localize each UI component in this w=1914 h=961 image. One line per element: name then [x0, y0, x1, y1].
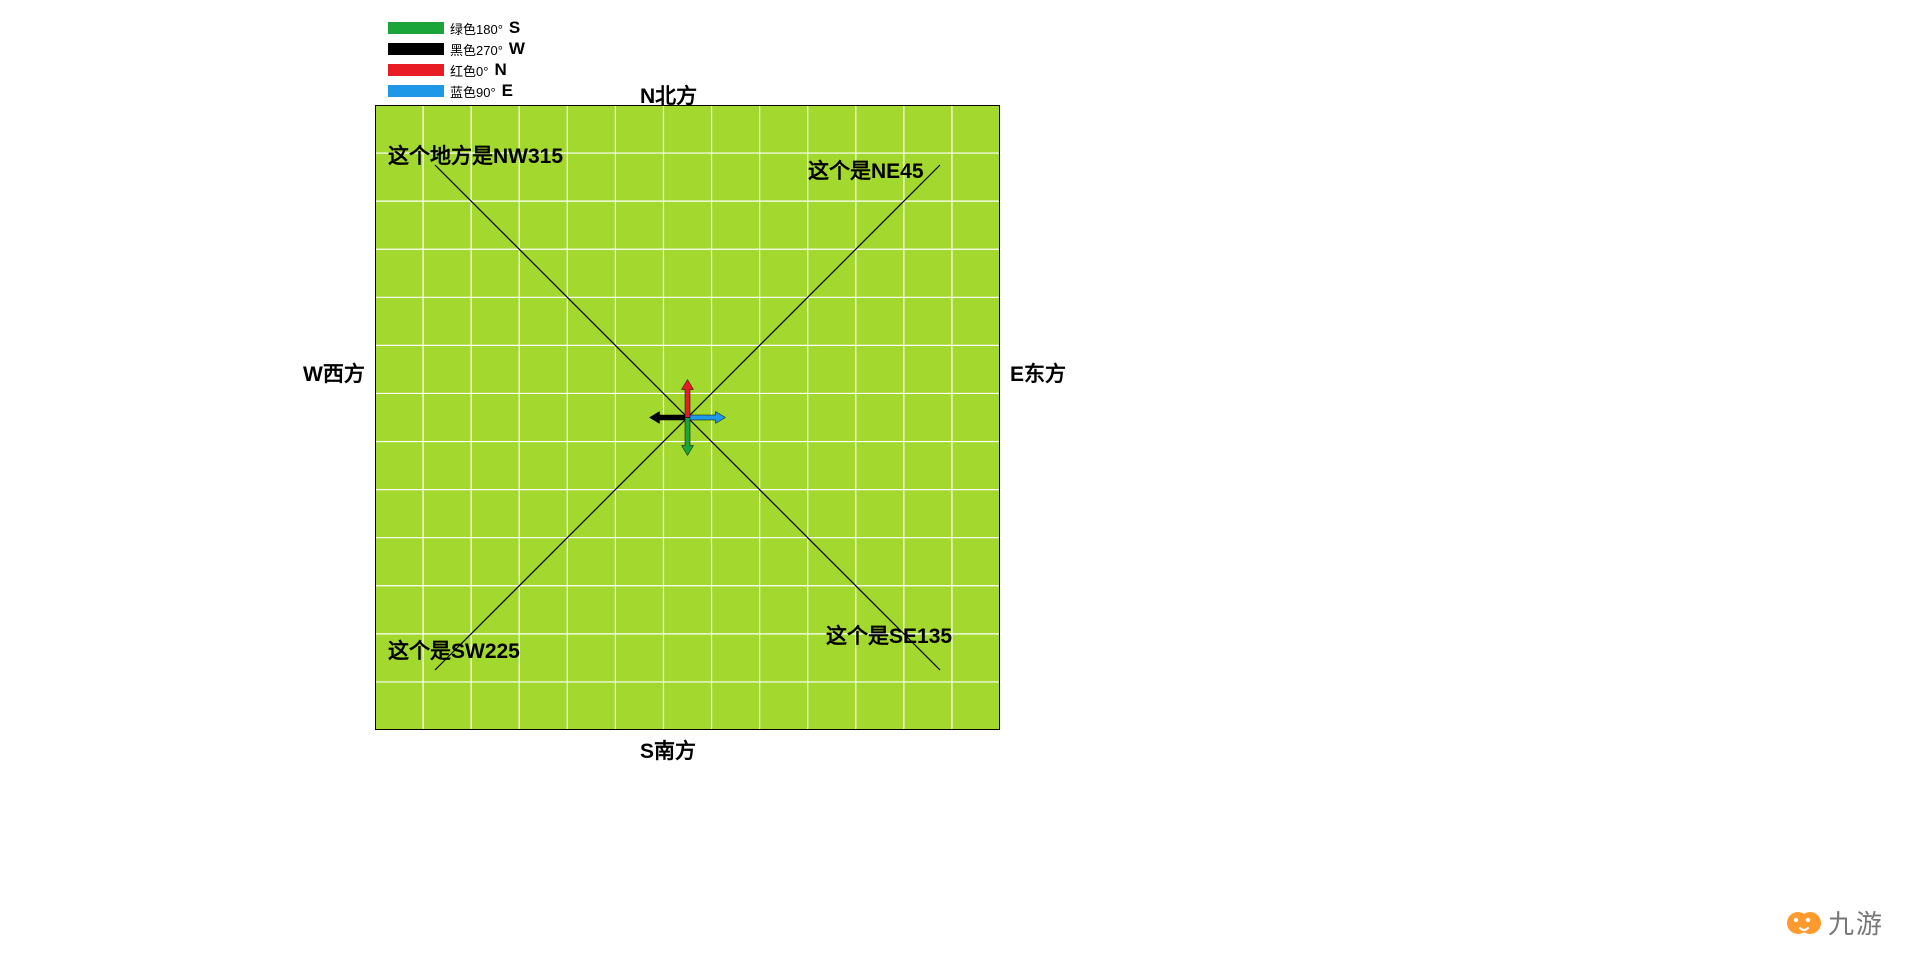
legend-swatch [388, 43, 444, 55]
label-south: S南方 [640, 735, 696, 765]
legend-label: 红色0° [450, 61, 488, 80]
watermark: 九游 [1786, 904, 1884, 941]
watermark-text: 九游 [1828, 904, 1884, 941]
legend: 绿色180° S 黑色270° W 红色0° N 蓝色90° E [388, 18, 525, 102]
label-north: N北方 [640, 80, 697, 110]
legend-dir: E [502, 81, 513, 101]
legend-row-green: 绿色180° S [388, 18, 525, 38]
label-se: 这个是SE135 [826, 620, 952, 650]
legend-row-blue: 蓝色90° E [388, 81, 525, 101]
label-ne: 这个是NE45 [808, 155, 924, 185]
legend-dir: S [509, 18, 520, 38]
legend-dir: N [494, 60, 506, 80]
label-sw: 这个是SW225 [388, 635, 520, 665]
label-nw: 这个地方是NW315 [388, 140, 563, 170]
legend-dir: W [509, 39, 525, 59]
label-east: E东方 [1010, 358, 1066, 388]
legend-label: 黑色270° [450, 40, 503, 59]
legend-label: 蓝色90° [450, 82, 496, 101]
legend-row-red: 红色0° N [388, 60, 525, 80]
watermark-icon [1786, 907, 1822, 939]
label-west: W西方 [303, 358, 365, 388]
legend-row-black: 黑色270° W [388, 39, 525, 59]
legend-swatch [388, 64, 444, 76]
legend-swatch [388, 22, 444, 34]
legend-label: 绿色180° [450, 19, 503, 38]
legend-swatch [388, 85, 444, 97]
